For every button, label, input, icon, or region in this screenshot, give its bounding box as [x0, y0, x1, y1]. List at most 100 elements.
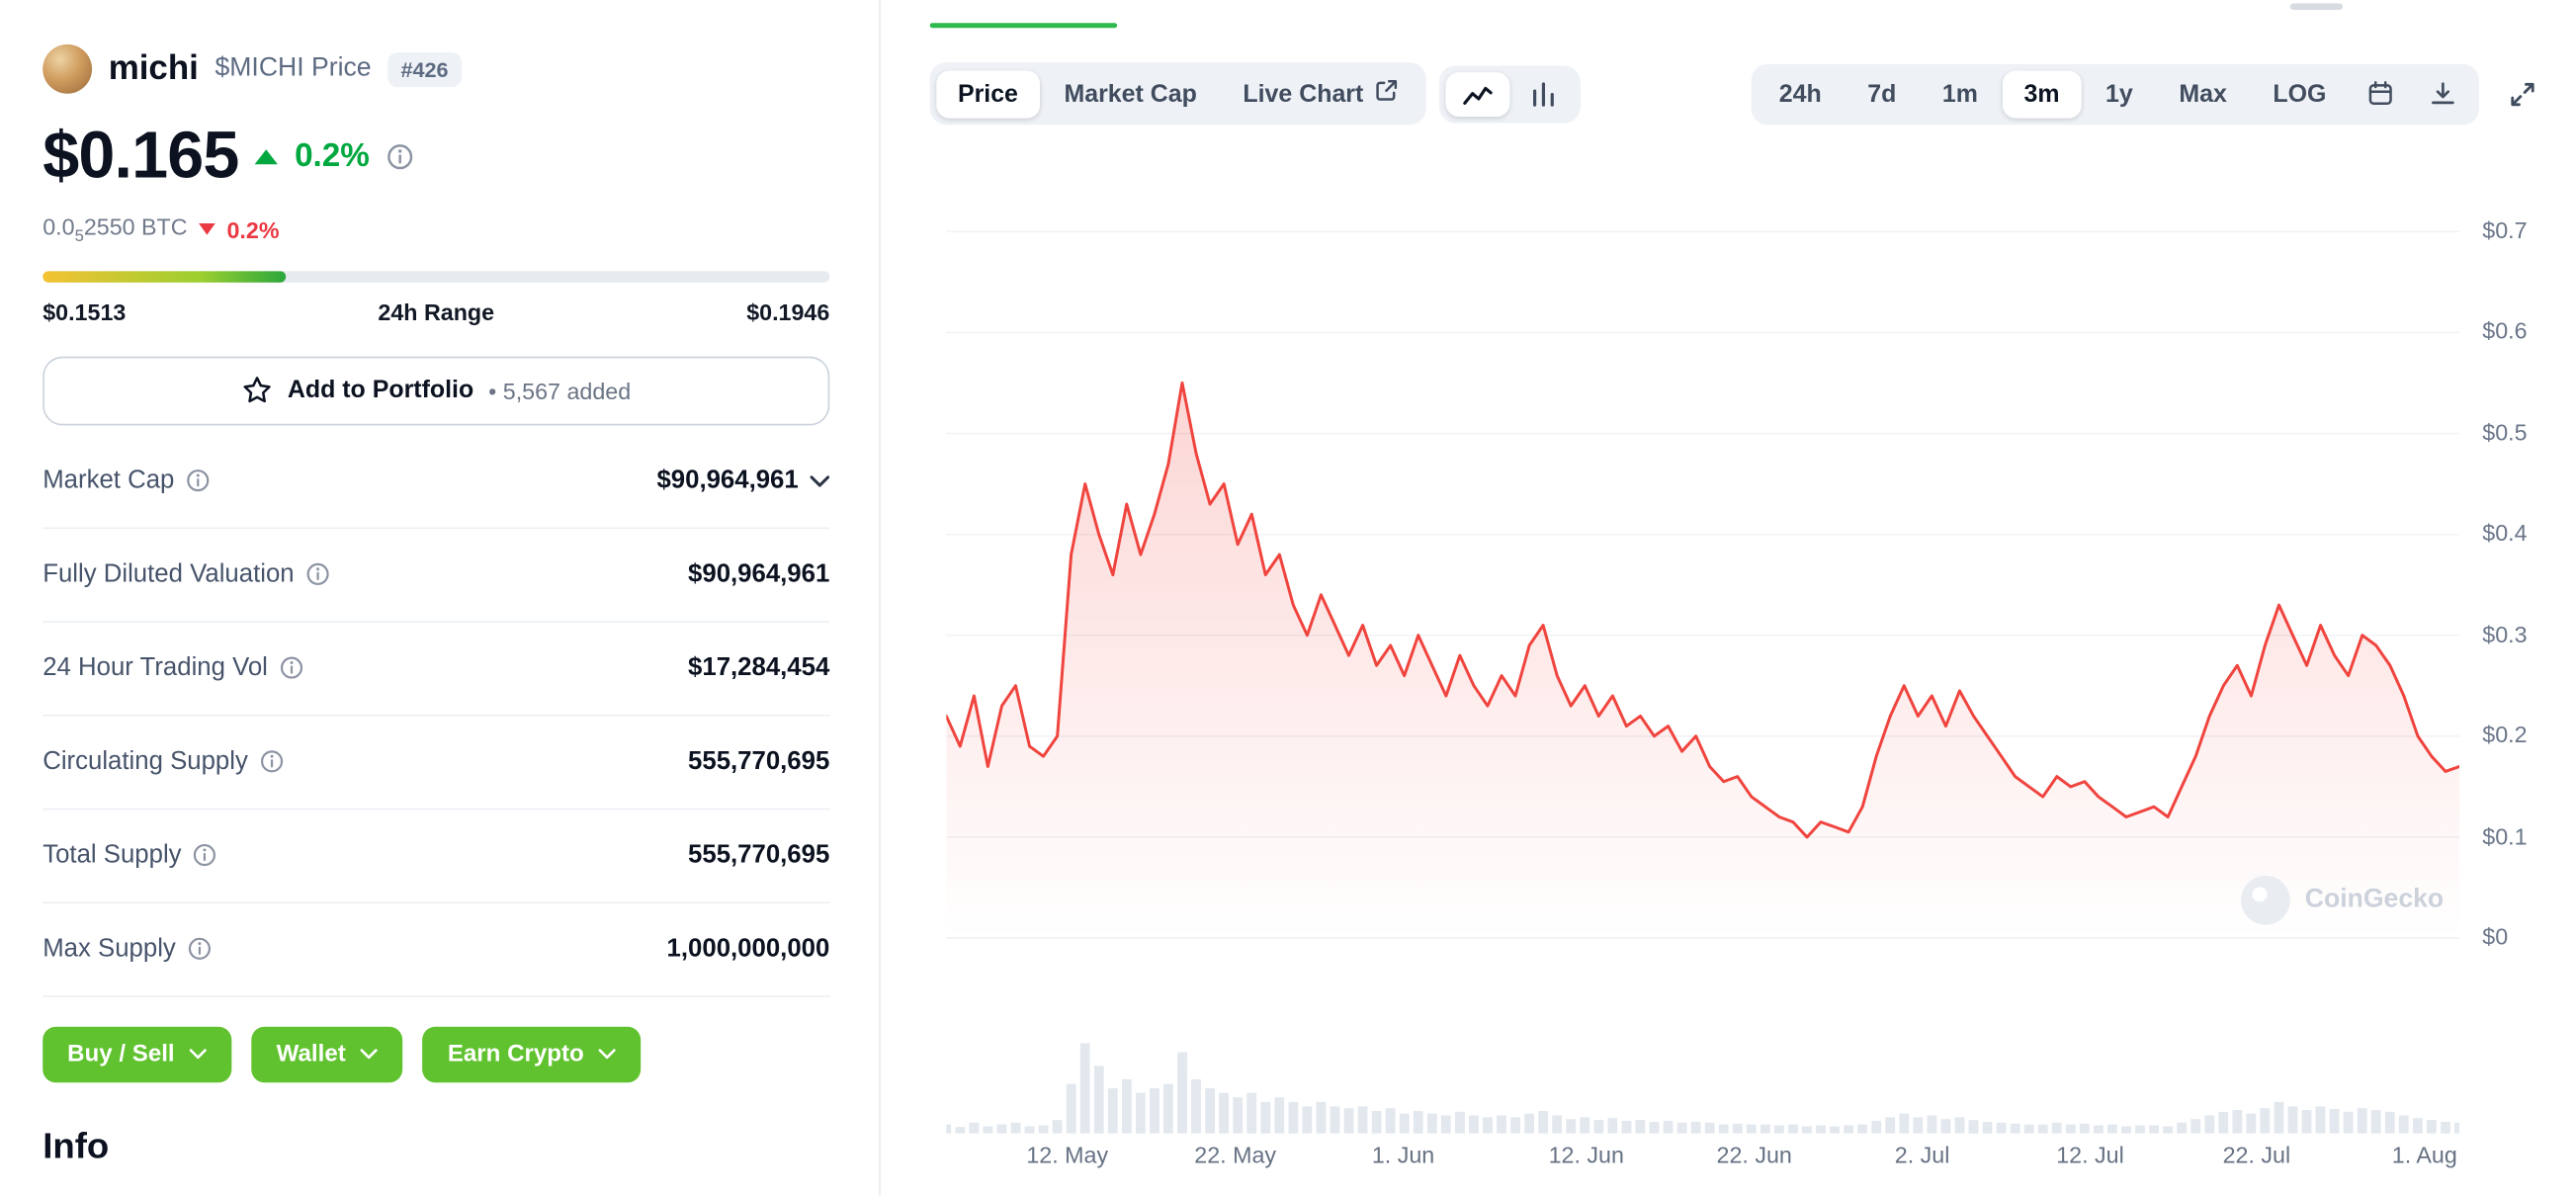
stat-value: $90,964,961: [656, 466, 799, 494]
stat-value: $17,284,454: [688, 653, 830, 682]
x-axis-label: 1. Aug: [2391, 1142, 2457, 1168]
coin-name: michi: [108, 48, 199, 88]
tab-market-cap[interactable]: Market Cap: [1043, 70, 1219, 118]
candlestick-chart-icon[interactable]: [1513, 71, 1574, 116]
info-icon[interactable]: [187, 937, 212, 962]
x-axis-label: 2. Jul: [1894, 1142, 1950, 1168]
y-axis-label: $0.2: [2482, 721, 2528, 748]
action-buttons: Buy / Sell Wallet Earn Crypto: [43, 1026, 829, 1082]
btc-price-row: 0.052550 BTC 0.2%: [43, 214, 829, 246]
stat-row-circulating-supply: Circulating Supply 555,770,695: [43, 716, 830, 811]
buy-sell-button[interactable]: Buy / Sell: [43, 1026, 232, 1082]
line-chart-icon[interactable]: [1445, 71, 1510, 117]
range-1m[interactable]: 1m: [1921, 70, 1999, 118]
chart-mode-tabs: Price Market Cap Live Chart: [929, 62, 1426, 126]
y-axis-label: $0.6: [2482, 317, 2528, 345]
download-icon[interactable]: [2413, 70, 2472, 117]
x-axis-label: 12. Jun: [1548, 1142, 1624, 1168]
range-progress-bar: [43, 270, 830, 283]
fullscreen-icon[interactable]: [2499, 70, 2546, 118]
coin-header: michi $MICHI Price #426: [43, 43, 829, 94]
stat-label: Fully Diluted Valuation: [43, 559, 295, 588]
wallet-button[interactable]: Wallet: [251, 1026, 403, 1082]
external-link-icon: [1375, 79, 1398, 109]
coin-ticker-label: $MICHI Price: [215, 53, 372, 83]
tab-live-chart[interactable]: Live Chart: [1222, 69, 1419, 119]
price-chart-svg[interactable]: [946, 189, 2459, 1134]
range-1y[interactable]: 1y: [2084, 70, 2154, 118]
btc-down-arrow-icon: [199, 223, 215, 236]
chevron-down-icon: [361, 1049, 379, 1061]
price-up-arrow-icon: [255, 149, 279, 165]
x-axis-label: 22. Jun: [1716, 1142, 1792, 1168]
stat-label: Total Supply: [43, 840, 182, 869]
range-max[interactable]: Max: [2158, 70, 2249, 118]
log-scale-toggle[interactable]: LOG: [2252, 70, 2348, 118]
stat-row-trading-vol: 24 Hour Trading Vol $17,284,454: [43, 623, 830, 717]
coingecko-logo-icon: [2240, 875, 2290, 925]
x-axis-label: 22. May: [1194, 1142, 1277, 1168]
chevron-down-icon[interactable]: [810, 474, 830, 487]
range-title: 24h Range: [378, 299, 495, 325]
info-icon[interactable]: [193, 843, 217, 868]
range-7d[interactable]: 7d: [1846, 70, 1918, 118]
price-chart-plot[interactable]: [946, 189, 2459, 1134]
info-icon[interactable]: [386, 143, 413, 171]
watermark-text: CoinGecko: [2304, 885, 2445, 914]
y-axis-labels: $0 $0.1 $0.2 $0.3 $0.4 $0.5 $0.6 $0.7: [2482, 189, 2567, 1134]
btc-price: 0.052550 BTC: [43, 214, 188, 246]
info-icon[interactable]: [305, 562, 330, 587]
info-section-heading: Info: [43, 1125, 110, 1166]
tab-price[interactable]: Price: [936, 69, 1040, 118]
stat-row-fdv: Fully Diluted Valuation $90,964,961: [43, 529, 830, 623]
y-axis-label: $0.5: [2482, 418, 2528, 446]
portfolio-added-count: • 5,567 added: [488, 377, 632, 404]
info-icon[interactable]: [186, 469, 211, 493]
star-icon: [241, 375, 273, 406]
chevron-down-icon: [190, 1049, 208, 1061]
time-range-selector: 24h 7d 1m 3m 1y Max LOG: [1751, 62, 2479, 125]
coin-rank-badge: #426: [387, 51, 462, 87]
stat-row-max-supply: Max Supply 1,000,000,000: [43, 903, 830, 997]
portfolio-button-label: Add to Portfolio: [287, 377, 474, 405]
coin-avatar: [43, 43, 93, 94]
y-axis-label: $0.1: [2482, 821, 2528, 849]
y-axis-label: $0.7: [2482, 216, 2528, 243]
btc-change-24h: 0.2%: [226, 216, 280, 243]
earn-crypto-button[interactable]: Earn Crypto: [422, 1026, 642, 1082]
x-axis-label: 12. Jul: [2056, 1142, 2124, 1168]
price-change-24h: 0.2%: [295, 137, 370, 175]
y-axis-label: $0.3: [2482, 620, 2528, 647]
calendar-icon[interactable]: [2351, 70, 2410, 117]
stat-label: Max Supply: [43, 934, 176, 963]
range-labels: $0.1513 24h Range $0.1946: [43, 299, 829, 325]
stat-row-market-cap[interactable]: Market Cap $90,964,961: [43, 435, 830, 529]
stat-value: 555,770,695: [688, 840, 830, 869]
info-icon[interactable]: [259, 749, 284, 774]
active-tab-underline: [929, 23, 1118, 29]
stat-value: 555,770,695: [688, 746, 830, 776]
range-progress-fill: [43, 270, 287, 283]
tabs-scrollbar-thumb[interactable]: [2289, 3, 2343, 10]
chart-panel: Price Market Cap Live Chart 24h 7d 1m 3m…: [881, 0, 2576, 1196]
price-row: $0.165 0.2%: [43, 120, 829, 194]
coin-sidebar: michi $MICHI Price #426 $0.165 0.2% 0.05…: [0, 0, 881, 1196]
y-axis-label: $0.4: [2482, 519, 2528, 547]
chart-controls: Price Market Cap Live Chart 24h 7d 1m 3m…: [929, 62, 2546, 126]
info-icon[interactable]: [280, 656, 304, 681]
stat-label: Circulating Supply: [43, 746, 248, 776]
chevron-down-icon: [599, 1049, 617, 1061]
range-low: $0.1513: [43, 299, 127, 325]
range-high: $0.1946: [746, 299, 830, 325]
add-to-portfolio-button[interactable]: Add to Portfolio • 5,567 added: [43, 356, 830, 426]
range-3m[interactable]: 3m: [2002, 69, 2082, 118]
x-axis-label: 1. Jun: [1371, 1142, 1435, 1168]
coin-price: $0.165: [43, 120, 239, 193]
stat-value: 1,000,000,000: [666, 934, 830, 963]
y-axis-label: $0: [2482, 923, 2509, 950]
range-24h[interactable]: 24h: [1758, 70, 1843, 118]
chart-type-switch: [1438, 64, 1581, 123]
stat-label: Market Cap: [43, 466, 175, 494]
coin-stats-table: Market Cap $90,964,961 Fully Diluted Val…: [43, 435, 830, 997]
